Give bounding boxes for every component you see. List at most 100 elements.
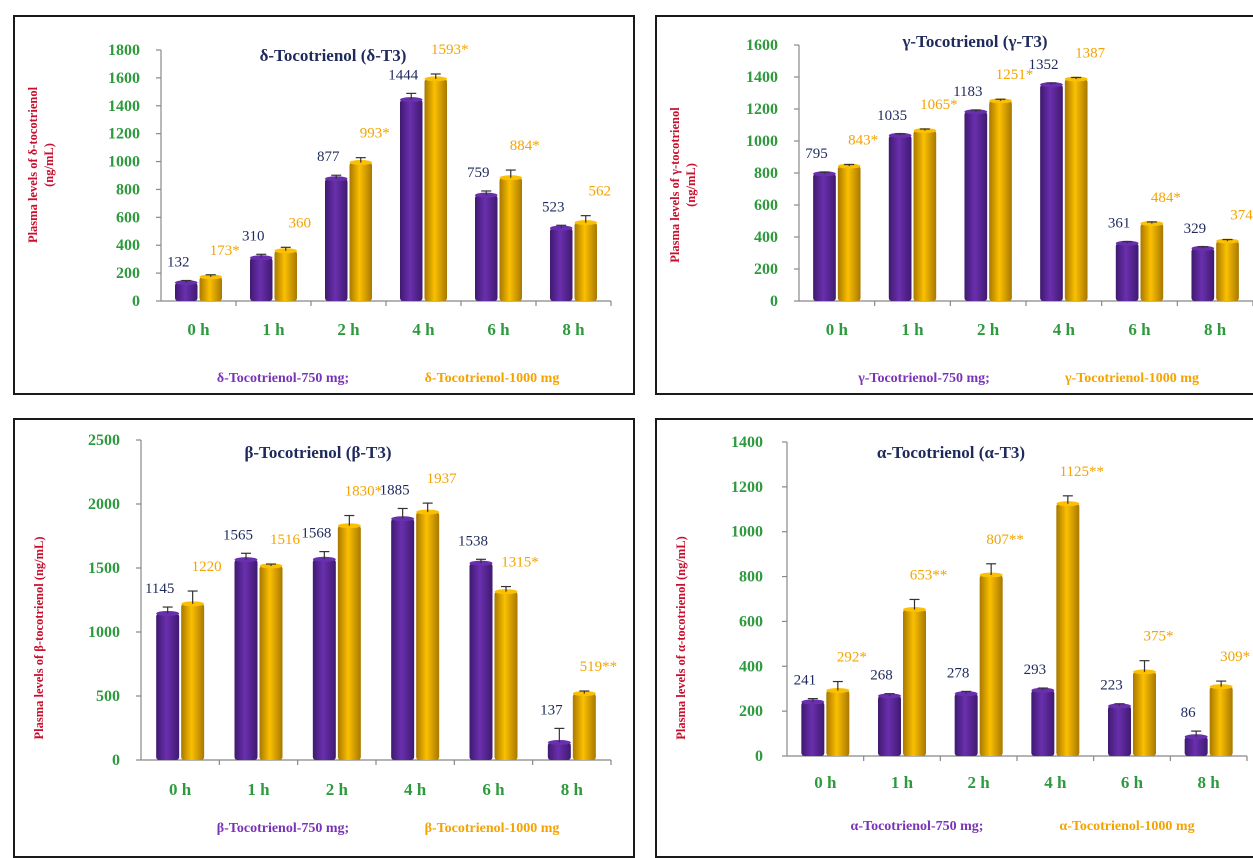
gamma-chart-title: γ-Tocotrienol (γ-T3) bbox=[901, 32, 1047, 51]
beta-data-label-1000mg-1h: 1516 bbox=[270, 532, 301, 548]
beta-data-label-1000mg-8h: 519** bbox=[580, 659, 618, 675]
alpha-y-tick-label: 1400 bbox=[731, 434, 763, 451]
delta-data-label-750mg-6h: 759 bbox=[467, 165, 490, 181]
alpha-x-tick-label-6h: 6 h bbox=[1121, 773, 1144, 792]
delta-bar-1000mg-4h bbox=[424, 78, 447, 301]
delta-data-label-1000mg-8h: 562 bbox=[589, 184, 612, 200]
beta-legend-1000mg: β-Tocotrienol-1000 mg bbox=[425, 821, 560, 836]
delta-data-label-1000mg-6h: 884* bbox=[510, 138, 540, 154]
gamma-y-tick-label: 1200 bbox=[746, 101, 778, 118]
beta-bar-1000mg-0h bbox=[181, 603, 205, 760]
alpha-tocotrienol-chart: α-Tocotrienol (α-T3) Plasma levels of α-t… bbox=[674, 434, 1250, 834]
delta-tocotrienol-chart: δ-Tocotrienol (δ-T3) Plasma levels of δ-t… bbox=[26, 42, 612, 386]
delta-y-tick-label: 1600 bbox=[108, 70, 140, 87]
alpha-bar-750mg-2h bbox=[954, 693, 978, 756]
beta-data-label-750mg-1h: 1565 bbox=[223, 527, 253, 543]
alpha-data-label-750mg-6h: 223 bbox=[1100, 678, 1123, 694]
beta-y-tick-label: 1000 bbox=[88, 624, 120, 641]
beta-x-tick-label-6h: 6 h bbox=[482, 780, 505, 799]
beta-bar-750mg-6h bbox=[469, 563, 493, 760]
delta-bar-1000mg-2h bbox=[349, 162, 372, 301]
alpha-data-label-750mg-2h: 278 bbox=[947, 665, 970, 681]
alpha-data-label-1000mg-4h: 1125** bbox=[1060, 464, 1104, 480]
beta-chart-title: β-Tocotrienol (β-T3) bbox=[244, 443, 391, 462]
delta-bar-750mg-4h bbox=[400, 99, 423, 302]
beta-data-label-1000mg-2h: 1830* bbox=[345, 484, 383, 500]
delta-y-tick-label: 600 bbox=[116, 209, 140, 226]
beta-bar-cap-1000mg-2h bbox=[337, 523, 361, 529]
alpha-x-tick-label-2h: 2 h bbox=[968, 773, 991, 792]
alpha-bar-1000mg-2h bbox=[979, 575, 1003, 756]
beta-y-tick-label: 2500 bbox=[88, 432, 120, 449]
alpha-bar-1000mg-8h bbox=[1209, 686, 1233, 756]
delta-bar-1000mg-8h bbox=[574, 222, 597, 301]
gamma-y-tick-label: 400 bbox=[754, 229, 778, 246]
delta-x-tick-label-8h: 8 h bbox=[562, 320, 585, 339]
beta-data-label-1000mg-4h: 1937 bbox=[427, 471, 458, 487]
gamma-data-label-750mg-2h: 1183 bbox=[953, 84, 982, 100]
gamma-data-label-1000mg-2h: 1251* bbox=[996, 67, 1033, 83]
alpha-y-axis-label: Plasma levels of α-tocotrienol (ng/mL) bbox=[674, 536, 688, 739]
alpha-y-tick-label: 800 bbox=[739, 569, 763, 586]
alpha-data-label-750mg-1h: 268 bbox=[870, 668, 893, 684]
alpha-chart-title: α-Tocotrienol (α-T3) bbox=[877, 443, 1025, 462]
delta-tocotrienol-panel: δ-Tocotrienol (δ-T3) Plasma levels of δ-t… bbox=[13, 15, 635, 395]
delta-y-tick-label: 1200 bbox=[108, 126, 140, 143]
delta-data-label-750mg-0h: 132 bbox=[167, 255, 190, 271]
beta-x-tick-label-0h: 0 h bbox=[169, 780, 192, 799]
alpha-legend-750mg: α-Tocotrienol-750 mg; bbox=[851, 819, 984, 834]
alpha-y-tick-label: 400 bbox=[739, 658, 763, 675]
delta-bar-750mg-6h bbox=[475, 195, 498, 301]
gamma-bar-1000mg-8h bbox=[1216, 241, 1239, 301]
beta-bar-1000mg-4h bbox=[416, 512, 440, 760]
gamma-bar-1000mg-1h bbox=[913, 130, 937, 301]
gamma-x-tick-label-0h: 0 h bbox=[826, 320, 849, 339]
gamma-bar-750mg-8h bbox=[1191, 248, 1215, 301]
alpha-x-tick-label-0h: 0 h bbox=[814, 773, 837, 792]
beta-data-label-750mg-2h: 1568 bbox=[301, 526, 331, 542]
beta-tocotrienol-chart: β-Tocotrienol (β-T3) Plasma levels of β-t… bbox=[32, 432, 618, 836]
beta-x-tick-label-2h: 2 h bbox=[326, 780, 349, 799]
gamma-legend-750mg: γ-Tocotrienol-750 mg; bbox=[857, 371, 990, 386]
beta-bar-1000mg-2h bbox=[337, 525, 361, 760]
alpha-x-tick-label-1h: 1 h bbox=[891, 773, 914, 792]
gamma-y-tick-label: 1000 bbox=[746, 133, 778, 150]
beta-bar-1000mg-8h bbox=[572, 693, 596, 760]
alpha-data-label-1000mg-1h: 653** bbox=[910, 567, 948, 583]
alpha-bar-cap-1000mg-4h bbox=[1056, 501, 1080, 507]
gamma-y-tick-label: 800 bbox=[754, 165, 778, 182]
alpha-bar-1000mg-1h bbox=[903, 609, 926, 756]
delta-bar-cap-1000mg-4h bbox=[424, 76, 447, 82]
beta-data-label-750mg-6h: 1538 bbox=[458, 533, 488, 549]
beta-bar-750mg-0h bbox=[156, 613, 180, 760]
delta-legend-1000mg: δ-Tocotrienol-1000 mg bbox=[425, 371, 560, 386]
alpha-bar-cap-750mg-4h bbox=[1031, 687, 1055, 693]
alpha-bar-750mg-6h bbox=[1108, 705, 1131, 756]
beta-data-label-750mg-0h: 1145 bbox=[145, 581, 174, 597]
gamma-y-tick-label: 600 bbox=[754, 197, 778, 214]
gamma-bar-cap-1000mg-1h bbox=[913, 128, 937, 134]
alpha-bar-cap-1000mg-1h bbox=[903, 607, 926, 613]
delta-data-label-750mg-8h: 523 bbox=[542, 199, 565, 215]
beta-bar-750mg-8h bbox=[547, 742, 571, 760]
gamma-data-label-750mg-4h: 1352 bbox=[1028, 57, 1058, 73]
alpha-x-tick-label-4h: 4 h bbox=[1044, 773, 1067, 792]
gamma-bar-1000mg-4h bbox=[1064, 79, 1088, 301]
gamma-data-label-750mg-8h: 329 bbox=[1184, 221, 1207, 237]
gamma-y-tick-label: 0 bbox=[770, 293, 778, 310]
beta-x-tick-label-4h: 4 h bbox=[404, 780, 427, 799]
gamma-data-label-1000mg-6h: 484* bbox=[1151, 190, 1181, 206]
gamma-x-tick-label-8h: 8 h bbox=[1204, 320, 1227, 339]
gamma-data-label-1000mg-4h: 1387 bbox=[1075, 45, 1106, 61]
alpha-y-tick-label: 1200 bbox=[731, 479, 763, 496]
delta-y-tick-label: 400 bbox=[116, 237, 140, 254]
beta-bar-1000mg-6h bbox=[494, 591, 518, 760]
delta-x-tick-label-4h: 4 h bbox=[412, 320, 435, 339]
delta-bar-750mg-2h bbox=[325, 178, 348, 301]
delta-chart-title: δ-Tocotrienol (δ-T3) bbox=[260, 46, 407, 65]
gamma-bar-750mg-1h bbox=[888, 135, 912, 301]
beta-x-tick-label-1h: 1 h bbox=[247, 780, 270, 799]
gamma-bar-1000mg-2h bbox=[989, 100, 1012, 301]
beta-tocotrienol-panel: β-Tocotrienol (β-T3) Plasma levels of β-t… bbox=[13, 418, 635, 858]
gamma-bar-750mg-6h bbox=[1115, 243, 1139, 301]
